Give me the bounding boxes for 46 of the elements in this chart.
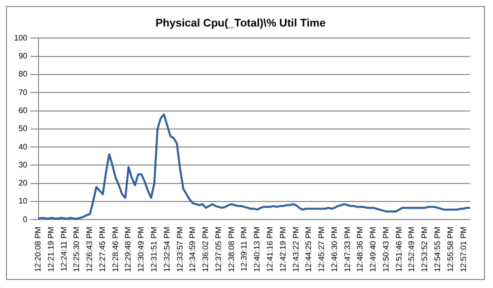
x-tick-label: 12:55:58 PM (446, 226, 455, 272)
x-tick-label: 12:29:48 PM (124, 226, 133, 272)
y-tick-label: 70 (18, 88, 28, 97)
x-tick-label: 12:41:16 PM (265, 226, 274, 272)
x-tick-label: 12:25:30 PM (72, 226, 82, 272)
x-tick-label: 12:37:05 PM (214, 226, 223, 272)
x-tick-label: 12:30:49 PM (136, 226, 146, 272)
x-tick-label: 12:48:36 PM (356, 226, 365, 272)
x-tick-label: 12:36:02 PM (201, 226, 210, 272)
x-tick-label: 12:34:59 PM (188, 226, 198, 272)
x-tick-label: 12:51:46 PM (394, 226, 404, 272)
y-tick-label: 10 (18, 196, 28, 206)
x-tick-label: 12:49:40 PM (368, 226, 378, 272)
x-tick-label: 12:47:33 PM (342, 226, 352, 272)
y-tick-label: 0 (22, 214, 28, 224)
x-tick-label: 12:31:51 PM (150, 226, 159, 272)
y-tick-label: 100 (14, 33, 28, 42)
x-tick-label: 12:52:49 PM (407, 226, 416, 272)
x-tick-label: 12:28:46 PM (110, 226, 120, 272)
x-tick-label: 12:54:55 PM (432, 226, 442, 272)
x-tick-label: 12:43:22 PM (291, 226, 300, 272)
x-tick-label: 12:27:45 PM (98, 226, 107, 272)
x-tick-label: 12:20:08 PM (34, 226, 43, 272)
x-tick-label: 12:38:08 PM (226, 226, 236, 272)
y-tick-label: 20 (18, 178, 28, 188)
x-tick-label: 12:40:13 PM (252, 226, 262, 272)
x-tick-label: 12:44:25 PM (304, 226, 314, 272)
x-tick-label: 12:50:43 PM (381, 226, 390, 272)
x-tick-label: 12:39:11 PM (240, 226, 249, 272)
x-tick-label: 12:57:01 PM (458, 226, 468, 272)
y-tick-label: 40 (18, 142, 28, 152)
x-tick-label: 12:45:27 PM (317, 226, 326, 272)
x-tick-label: 12:32:54 PM (162, 226, 172, 272)
x-tick-label: 12:26:43 PM (85, 226, 94, 272)
x-tick-label: 12:53:52 PM (420, 226, 430, 272)
y-tick-label: 80 (18, 70, 28, 79)
x-tick-label: 12:33:57 PM (175, 226, 184, 272)
y-tick-label: 50 (18, 124, 28, 134)
x-tick-label: 12:46:30 PM (330, 226, 339, 272)
chart-title: Physical Cpu(_Total)\% Util Time (155, 18, 326, 30)
y-tick-label: 60 (18, 106, 28, 115)
x-tick-label: 12:24:11 PM (59, 226, 68, 272)
x-tick-label: 12:42:19 PM (278, 226, 288, 272)
y-tick-label: 30 (18, 160, 28, 170)
x-tick-label: 12:21:19 PM (46, 226, 56, 272)
y-tick-label: 90 (18, 52, 28, 61)
